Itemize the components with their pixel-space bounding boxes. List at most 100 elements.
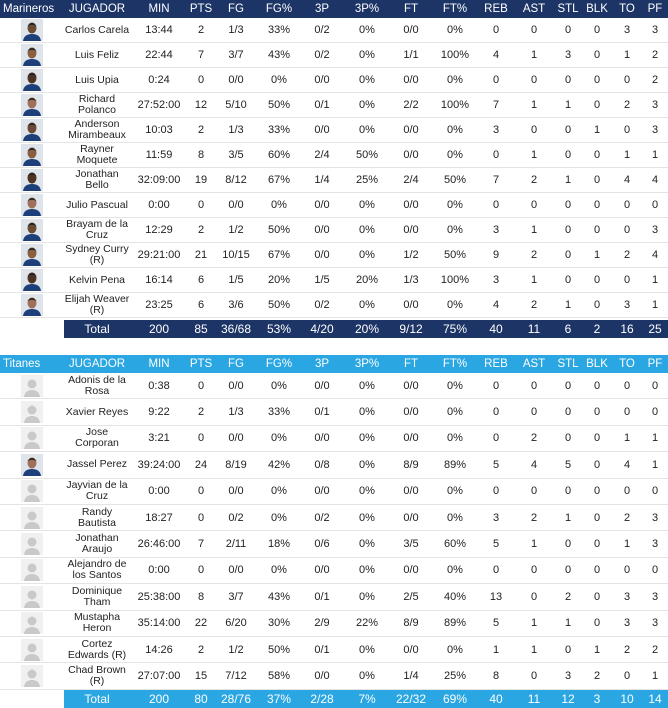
stat: 0/0 [403, 379, 419, 392]
player-photo [21, 506, 43, 529]
stat: 8 [197, 590, 205, 603]
stat: 0/0 [228, 432, 244, 445]
player-photo [21, 144, 43, 166]
stat: 0:00 [148, 485, 170, 498]
stat: 33% [267, 24, 291, 36]
stat: 0 [564, 432, 572, 445]
stat: 0/0 [314, 249, 330, 261]
player-row: Richard Polanco 27:52:00 12 5/10 50% 0/1 0% 2/2… [0, 93, 668, 118]
stat: 67% [267, 174, 291, 186]
photo-cell [0, 243, 64, 267]
photo-cell [0, 373, 64, 398]
stat: 1 [651, 669, 659, 682]
column-header: 3P [314, 358, 330, 370]
stat: 23:25 [145, 299, 173, 311]
stat: 8 [197, 149, 205, 161]
total-stat: 40 [489, 691, 503, 706]
stat: 0/0 [403, 149, 419, 161]
stat: 0% [271, 379, 287, 392]
stat: 0 [623, 124, 631, 136]
stat: 1 [530, 99, 538, 111]
total-stat: 40 [489, 322, 503, 336]
stat: 2 [530, 174, 538, 186]
stat: 0 [564, 74, 572, 86]
stat: 4 [623, 174, 631, 186]
stat: 1 [623, 538, 631, 551]
stat: 6/20 [225, 617, 247, 630]
player-row: Luis Feliz 22:44 7 3/7 43% 0/2 0% 1/1 100% 4 1 3 0 1 2 [0, 43, 668, 68]
player-row: Jose Corporan 3:21 0 0/0 0% 0/0 0% 0/0 0% 0 2 0 0 1 1 [0, 426, 668, 453]
stat: 3/7 [228, 590, 244, 603]
player-name: Rayner Moquete [76, 143, 118, 166]
stat: 11:59 [145, 149, 173, 161]
stat: 0 [593, 617, 601, 630]
stat: 0% [359, 538, 375, 551]
stat: 5 [492, 617, 500, 630]
column-header: 3P% [354, 358, 380, 370]
stat: 0 [623, 485, 631, 498]
stat: 7 [492, 174, 500, 186]
stat: 0/0 [314, 432, 330, 445]
stat: 0% [359, 590, 375, 603]
player-row: Rayner Moquete 11:59 8 3/5 60% 2/4 50% 0/0 0% 0 1 0… [0, 143, 668, 168]
player-name: Xavier Reyes [65, 405, 129, 418]
stat: 2 [651, 49, 659, 61]
total-stat: 14 [648, 691, 662, 706]
player-name: Jose Corporan [75, 426, 119, 450]
total-stat: 11 [527, 691, 541, 706]
stat: 0 [564, 485, 572, 498]
total-stat: 200 [148, 322, 170, 336]
stat: 35:14:00 [137, 617, 181, 630]
stat: 0% [359, 406, 375, 419]
stat: 0 [593, 564, 601, 577]
stat: 7 [197, 538, 205, 551]
player-name: Julio Pascual [66, 198, 128, 211]
stat: 0/0 [403, 224, 419, 236]
stat: 0:38 [148, 379, 170, 392]
stat: 4 [492, 299, 500, 311]
player-photo [21, 219, 43, 241]
stat: 0 [593, 274, 601, 286]
stat: 1/4 [403, 669, 419, 682]
player-photo [21, 94, 43, 116]
stat: 1 [623, 49, 631, 61]
total-row: Total 200 85 36/68 53% 4/20 20% 9/12 75% 40 11 6 2 16… [0, 320, 668, 338]
stat: 12 [194, 99, 208, 111]
photo-cell [0, 18, 64, 42]
stat: 0/0 [403, 299, 419, 311]
stat: 2 [623, 511, 631, 524]
stat: 0/0 [314, 564, 330, 577]
total-stat: 22/32 [395, 691, 427, 706]
total-stat: 25 [648, 322, 662, 336]
stat: 0 [492, 564, 500, 577]
stat: 0 [530, 590, 538, 603]
stat: 1 [530, 274, 538, 286]
stat: 39:24:00 [137, 458, 181, 471]
stat: 0/2 [228, 511, 244, 524]
stat: 0% [359, 249, 375, 261]
stat: 0/0 [403, 406, 419, 419]
stat: 3 [651, 224, 659, 236]
stat: 1 [564, 617, 572, 630]
total-band: Total 200 85 36/68 53% 4/20 20% 9/12 75% 40 11 6 2 16… [64, 320, 668, 338]
player-name: Jayvian de la Cruz [66, 479, 128, 503]
stat: 0/2 [314, 49, 330, 61]
player-row: Alejandro de los Santos 0:00 0 0/0 0% 0/0 0% 0/… [0, 558, 668, 585]
photo-cell [0, 663, 64, 688]
stat: 20% [355, 274, 379, 286]
stat: 0/0 [228, 199, 244, 211]
stat: 0 [564, 406, 572, 419]
column-header: JUGADOR [68, 3, 126, 15]
stat: 0% [447, 299, 463, 311]
stat: 0% [359, 485, 375, 498]
column-header: STL [557, 358, 579, 370]
stat: 0 [593, 224, 601, 236]
stat: 0 [197, 511, 205, 524]
column-header: FG% [265, 358, 293, 370]
stat: 1 [593, 249, 601, 261]
stat: 43% [267, 590, 291, 603]
stat: 0/2 [314, 24, 330, 36]
stat: 3 [651, 538, 659, 551]
photo-cell [0, 531, 64, 556]
stat: 3 [564, 669, 572, 682]
